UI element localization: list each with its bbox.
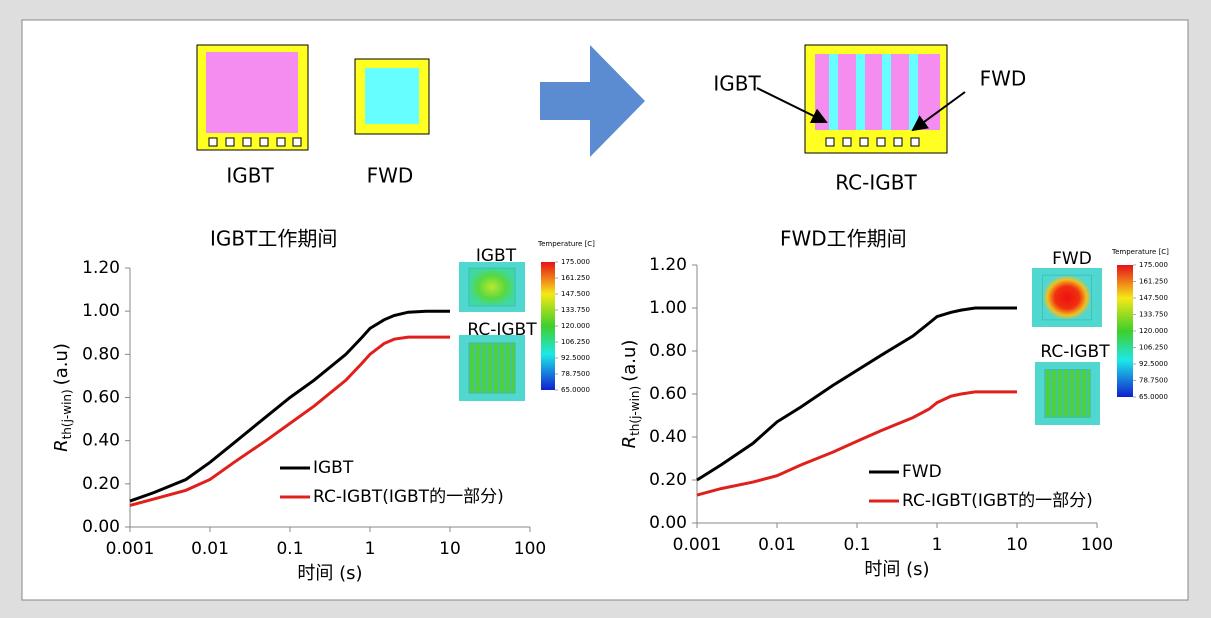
x-tick-label: 0.1 (843, 535, 870, 555)
x-axis-label: 时间 (s) (297, 563, 362, 584)
chart-title: FWD工作期间 (780, 227, 907, 251)
chip-label: RC-IGBT (835, 171, 917, 195)
inset-label: RC-IGBT (1040, 342, 1110, 362)
thermal-hotspot (469, 343, 515, 393)
colorbar-tick-label: 65.0000 (561, 386, 590, 394)
colorbar-tick-label: 65.0000 (1139, 393, 1168, 401)
chart-title: IGBT工作期间 (210, 227, 337, 251)
colorbar-tick-label: 161.250 (561, 274, 590, 282)
colorbar-tick-label: 120.000 (1139, 327, 1168, 335)
colorbar-tick-label: 106.250 (1139, 344, 1168, 352)
x-tick-label: 100 (514, 539, 546, 559)
y-tick-label: 1.20 (649, 255, 687, 275)
legend-label: RC-IGBT(IGBT的一部分) (902, 491, 1093, 511)
y-tick-label: 1.20 (82, 258, 120, 278)
legend-label: FWD (902, 462, 942, 482)
y-tick-label: 1.00 (82, 301, 120, 321)
colorbar-tick-label: 78.7500 (1139, 377, 1168, 385)
x-tick-label: 10 (439, 539, 461, 559)
chip-label: IGBT (226, 164, 274, 188)
colorbar-tick-label: 120.000 (561, 322, 590, 330)
pointer-label: IGBT (713, 72, 761, 96)
inset-label: RC-IGBT (467, 320, 537, 340)
y-label-main: R (51, 439, 72, 452)
y-tick-label: 0.00 (82, 517, 120, 537)
igbt-chip (197, 45, 308, 150)
colorbar-tick-label: 175.000 (1139, 261, 1168, 269)
colorbar-tick-label: 106.250 (561, 338, 590, 346)
y-label-sub: th(j-win) (628, 386, 642, 436)
thermal-hotspot (1045, 370, 1091, 418)
colorbar-tick-label: 147.500 (1139, 294, 1168, 302)
x-tick-label: 0.001 (106, 539, 155, 559)
x-tick-label: 0.1 (276, 539, 303, 559)
rc-igbt-chip (805, 45, 947, 153)
y-tick-label: 0.80 (649, 341, 687, 361)
y-tick-label: 0.40 (82, 431, 120, 451)
x-tick-label: 0.01 (758, 535, 796, 555)
colorbar-tick-label: 161.250 (1139, 278, 1168, 286)
y-tick-label: 1.00 (649, 298, 687, 318)
colorbar-title: Temperature [C] (1111, 248, 1169, 256)
x-tick-label: 1 (932, 535, 943, 555)
y-tick-label: 0.80 (82, 344, 120, 364)
figure: IGBT FWD IGBT FWD RC-IGBT IGBT工作期间0.000.… (0, 0, 1211, 618)
thermal-hotspot (1043, 275, 1092, 320)
x-tick-label: 10 (1006, 535, 1028, 555)
page: IGBT FWD IGBT FWD RC-IGBT IGBT工作期间0.000.… (0, 0, 1211, 618)
colorbar (1117, 265, 1133, 397)
y-label-sub: th(j-win) (60, 389, 74, 439)
colorbar (541, 262, 555, 390)
pointer-label: FWD (980, 67, 1027, 91)
colorbar-tick-label: 92.5000 (561, 354, 590, 362)
colorbar-tick-label: 133.750 (561, 306, 590, 314)
colorbar-tick-label: 133.750 (1139, 311, 1168, 319)
colorbar-tick-label: 147.500 (561, 290, 590, 298)
y-tick-label: 0.40 (649, 427, 687, 447)
inset-label: FWD (1052, 249, 1092, 269)
colorbar-tick-label: 78.7500 (561, 370, 590, 378)
x-tick-label: 0.01 (191, 539, 229, 559)
y-label-unit: (a.u) (619, 340, 640, 382)
y-label-main: R (619, 436, 640, 449)
x-axis-label: 时间 (s) (864, 559, 929, 580)
y-label-unit: (a.u) (51, 343, 72, 385)
legend-label: RC-IGBT(IGBT的一部分) (313, 487, 504, 507)
colorbar-tick-label: 175.000 (561, 258, 590, 266)
chip-label: FWD (367, 164, 414, 188)
x-tick-label: 0.001 (673, 535, 722, 555)
y-tick-label: 0.60 (82, 388, 120, 408)
fwd-chip (355, 59, 429, 134)
y-tick-label: 0.20 (649, 470, 687, 490)
inset-label: IGBT (476, 246, 517, 266)
colorbar-title: Temperature [C] (537, 240, 595, 248)
legend-label: IGBT (313, 458, 354, 478)
x-tick-label: 100 (1081, 535, 1113, 555)
thermal-hotspot (469, 268, 515, 306)
y-tick-label: 0.00 (649, 513, 687, 533)
colorbar-tick-label: 92.5000 (1139, 360, 1168, 368)
y-tick-label: 0.20 (82, 474, 120, 494)
x-tick-label: 1 (365, 539, 376, 559)
y-tick-label: 0.60 (649, 384, 687, 404)
